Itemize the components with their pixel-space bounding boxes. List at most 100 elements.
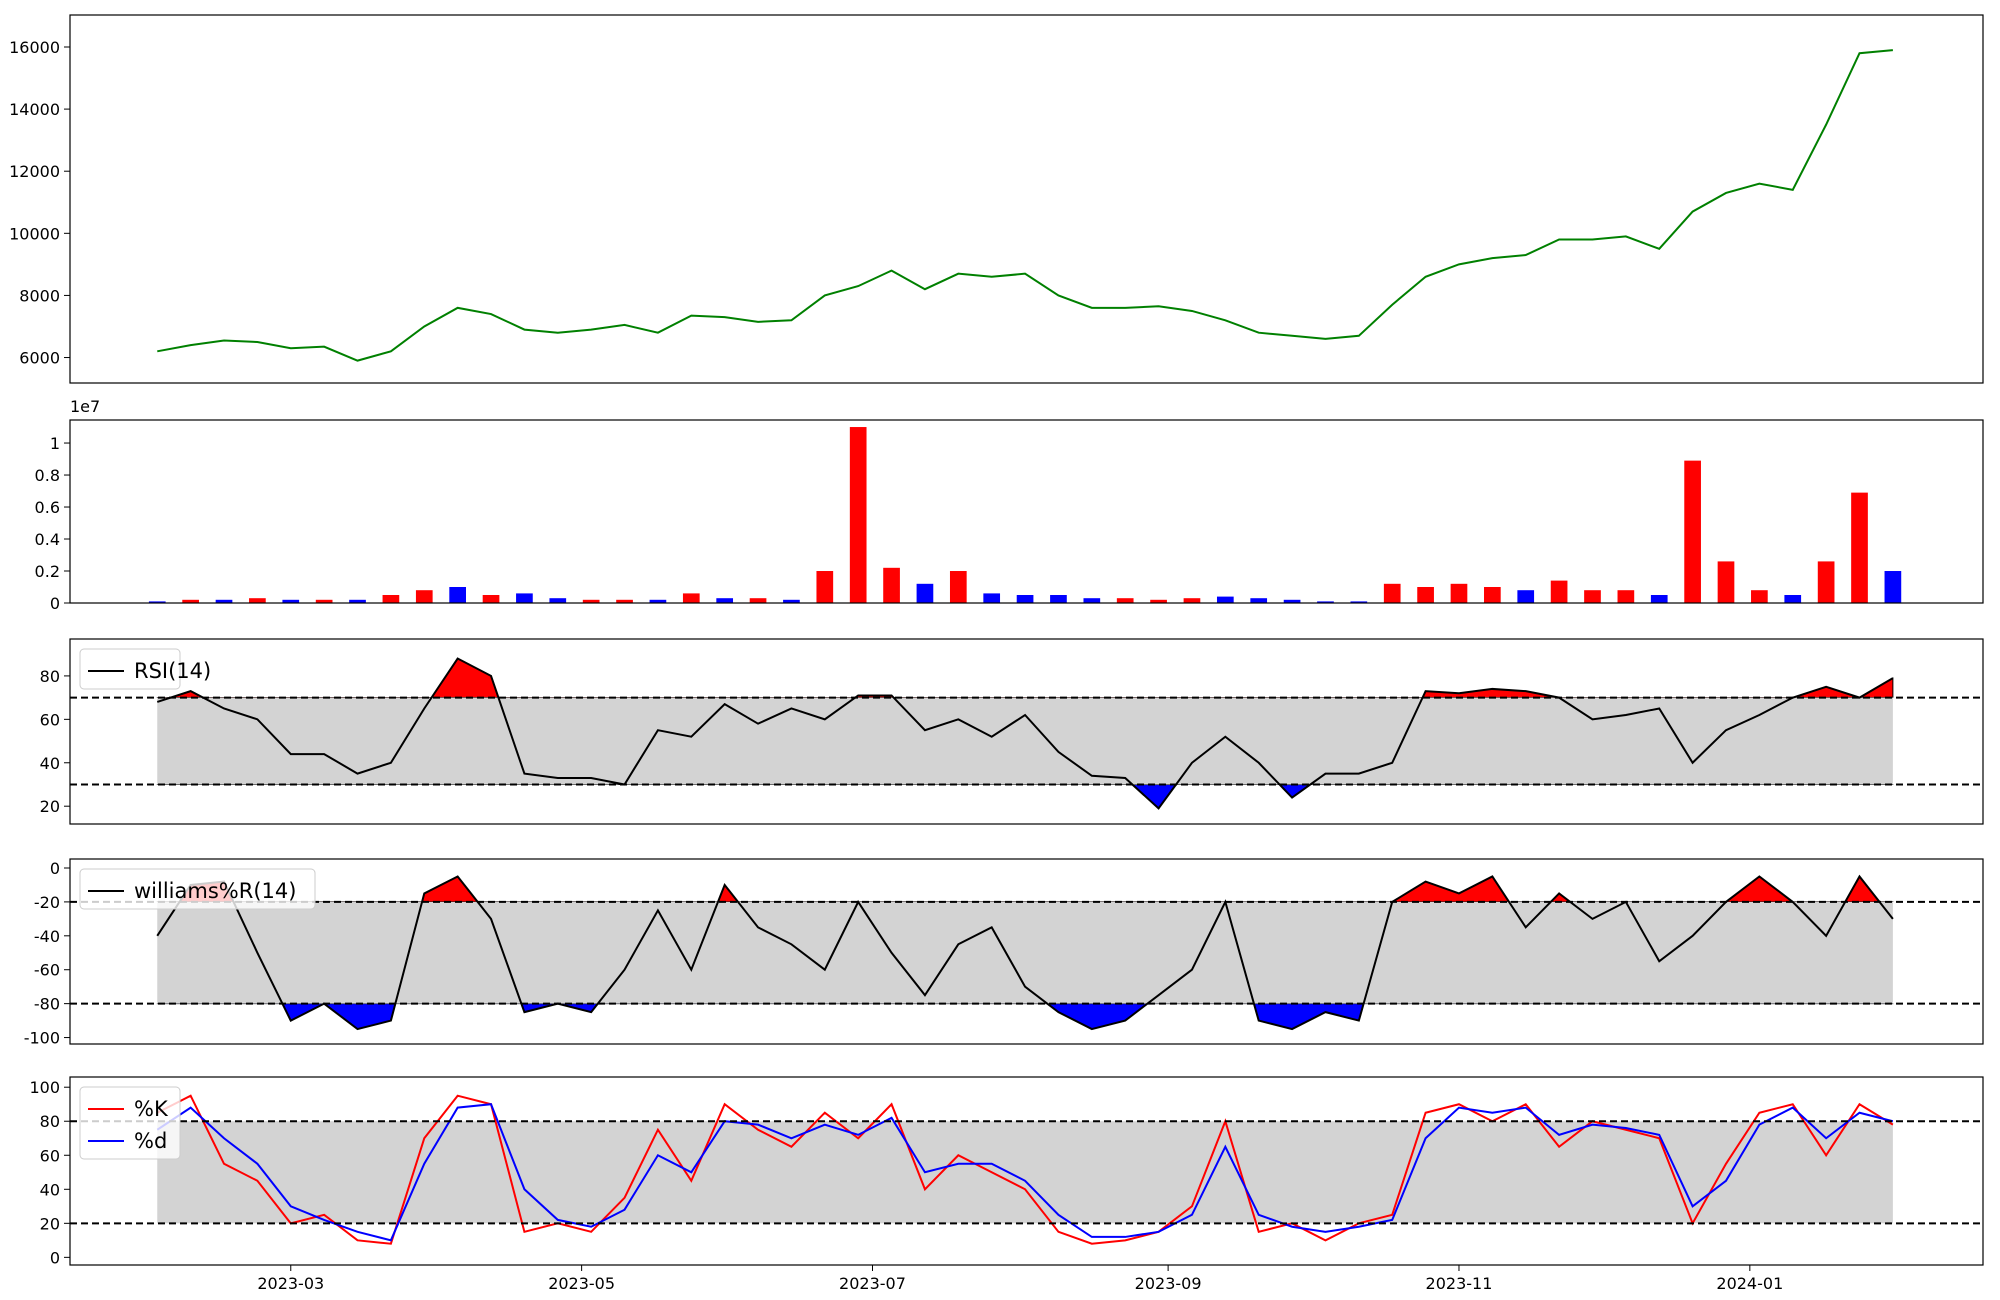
volume-bar xyxy=(1484,587,1501,603)
volume-bar xyxy=(949,571,967,603)
volume-bar xyxy=(1150,599,1167,603)
volume-bar xyxy=(349,599,366,603)
volume-bar xyxy=(1851,492,1868,603)
volume-bar xyxy=(1517,590,1535,603)
y-tick-label: 0 xyxy=(50,594,60,613)
series-line xyxy=(156,1094,1894,1245)
offset-label: 1e7 xyxy=(70,397,100,416)
volume-bar xyxy=(182,599,199,603)
y-tick-label: 80 xyxy=(40,667,60,686)
volume-bar xyxy=(1016,595,1034,603)
y-tick-label: 40 xyxy=(40,1180,60,1199)
y-tick-label: 8000 xyxy=(19,286,60,305)
volume-bar xyxy=(1684,460,1701,603)
volume-bar xyxy=(983,593,1001,603)
volume-bar xyxy=(1116,598,1134,603)
volume-bar xyxy=(415,590,433,603)
y-tick-label: 0.8 xyxy=(35,466,60,485)
volume-bar xyxy=(1283,599,1301,603)
volume-bar xyxy=(1751,590,1768,603)
volume-bar xyxy=(649,599,667,603)
oversold-area xyxy=(156,1003,1894,1030)
volume-bar xyxy=(749,598,767,603)
x-tick-label: 2024-01 xyxy=(1716,1274,1783,1293)
volume-bar xyxy=(1183,598,1201,603)
volume-bar xyxy=(1884,571,1902,603)
volume-bar xyxy=(1083,598,1101,603)
series-line xyxy=(156,874,1894,1031)
volume-bar xyxy=(282,599,300,603)
volume-bar xyxy=(1817,561,1835,603)
y-tick-label: 10000 xyxy=(9,224,60,243)
y-tick-label: -60 xyxy=(34,961,60,980)
volume-bar xyxy=(1617,590,1635,603)
volume-bar xyxy=(1417,587,1434,603)
y-tick-label: 60 xyxy=(40,710,60,729)
axes-frame xyxy=(69,419,1984,604)
volume-bar xyxy=(883,567,900,603)
volume-bar xyxy=(1383,583,1401,603)
y-tick-label: 14000 xyxy=(9,100,60,119)
y-tick-label: -20 xyxy=(34,893,60,912)
volume-bar xyxy=(1317,601,1334,603)
volume-bar xyxy=(716,598,734,603)
volume-bar xyxy=(1584,590,1601,603)
volume-bar xyxy=(582,599,600,603)
y-tick-label: 60 xyxy=(40,1146,60,1165)
volume-bar xyxy=(482,595,500,603)
volume-bar xyxy=(249,598,266,603)
volume-bar xyxy=(783,599,800,603)
axes-frame xyxy=(69,858,1984,1045)
y-tick-label: 0.2 xyxy=(35,562,60,581)
volume-bar xyxy=(315,599,333,603)
volume-bar xyxy=(1784,595,1802,603)
volume-bar xyxy=(215,599,233,603)
legend-label: RSI(14) xyxy=(134,659,211,683)
series-line xyxy=(156,1103,1894,1242)
volume-bar xyxy=(916,583,934,603)
volume-bar xyxy=(449,587,466,603)
x-tick-label: 2023-09 xyxy=(1135,1274,1202,1293)
y-tick-label: 0.6 xyxy=(35,498,60,517)
x-tick-label: 2023-11 xyxy=(1426,1274,1493,1293)
y-tick-label: 20 xyxy=(40,1214,60,1233)
legend-box xyxy=(79,868,316,910)
legend-label: %d xyxy=(134,1129,167,1153)
volume-bar xyxy=(148,601,166,603)
legend-box xyxy=(79,648,181,690)
volume-bar xyxy=(816,571,834,603)
y-tick-label: 100 xyxy=(29,1078,60,1097)
y-tick-label: 20 xyxy=(40,797,60,816)
y-tick-label: 80 xyxy=(40,1112,60,1131)
y-tick-label: -80 xyxy=(34,995,60,1014)
volume-bar xyxy=(382,595,400,603)
axes-frame xyxy=(69,638,1984,825)
x-tick-label: 2023-07 xyxy=(839,1274,906,1293)
legend-label: %K xyxy=(134,1097,169,1121)
threshold-band xyxy=(157,1121,1893,1224)
volume-bar xyxy=(1717,561,1735,603)
y-tick-label: 0.4 xyxy=(35,530,60,549)
y-tick-label: -40 xyxy=(34,927,60,946)
volume-bar xyxy=(1550,580,1568,603)
threshold-band xyxy=(157,697,1893,785)
volume-bar xyxy=(1350,601,1368,603)
volume-bar xyxy=(1450,583,1468,603)
x-tick-label: 2023-03 xyxy=(257,1274,324,1293)
y-tick-label: 16000 xyxy=(9,38,60,57)
volume-bar xyxy=(549,598,567,603)
y-tick-label: 0 xyxy=(50,859,60,878)
volume-bar xyxy=(1250,598,1268,603)
axes-frame xyxy=(69,1076,1984,1266)
volume-bar xyxy=(1650,595,1668,603)
y-tick-label: 1 xyxy=(50,434,60,453)
y-tick-label: -100 xyxy=(24,1029,60,1048)
volume-bar xyxy=(516,593,533,603)
volume-bar xyxy=(1216,596,1234,603)
volume-bar xyxy=(849,427,867,603)
axes-frame xyxy=(69,14,1984,384)
legend-label: williams%R(14) xyxy=(134,879,296,903)
y-tick-label: 12000 xyxy=(9,162,60,181)
volume-bar xyxy=(1050,595,1067,603)
